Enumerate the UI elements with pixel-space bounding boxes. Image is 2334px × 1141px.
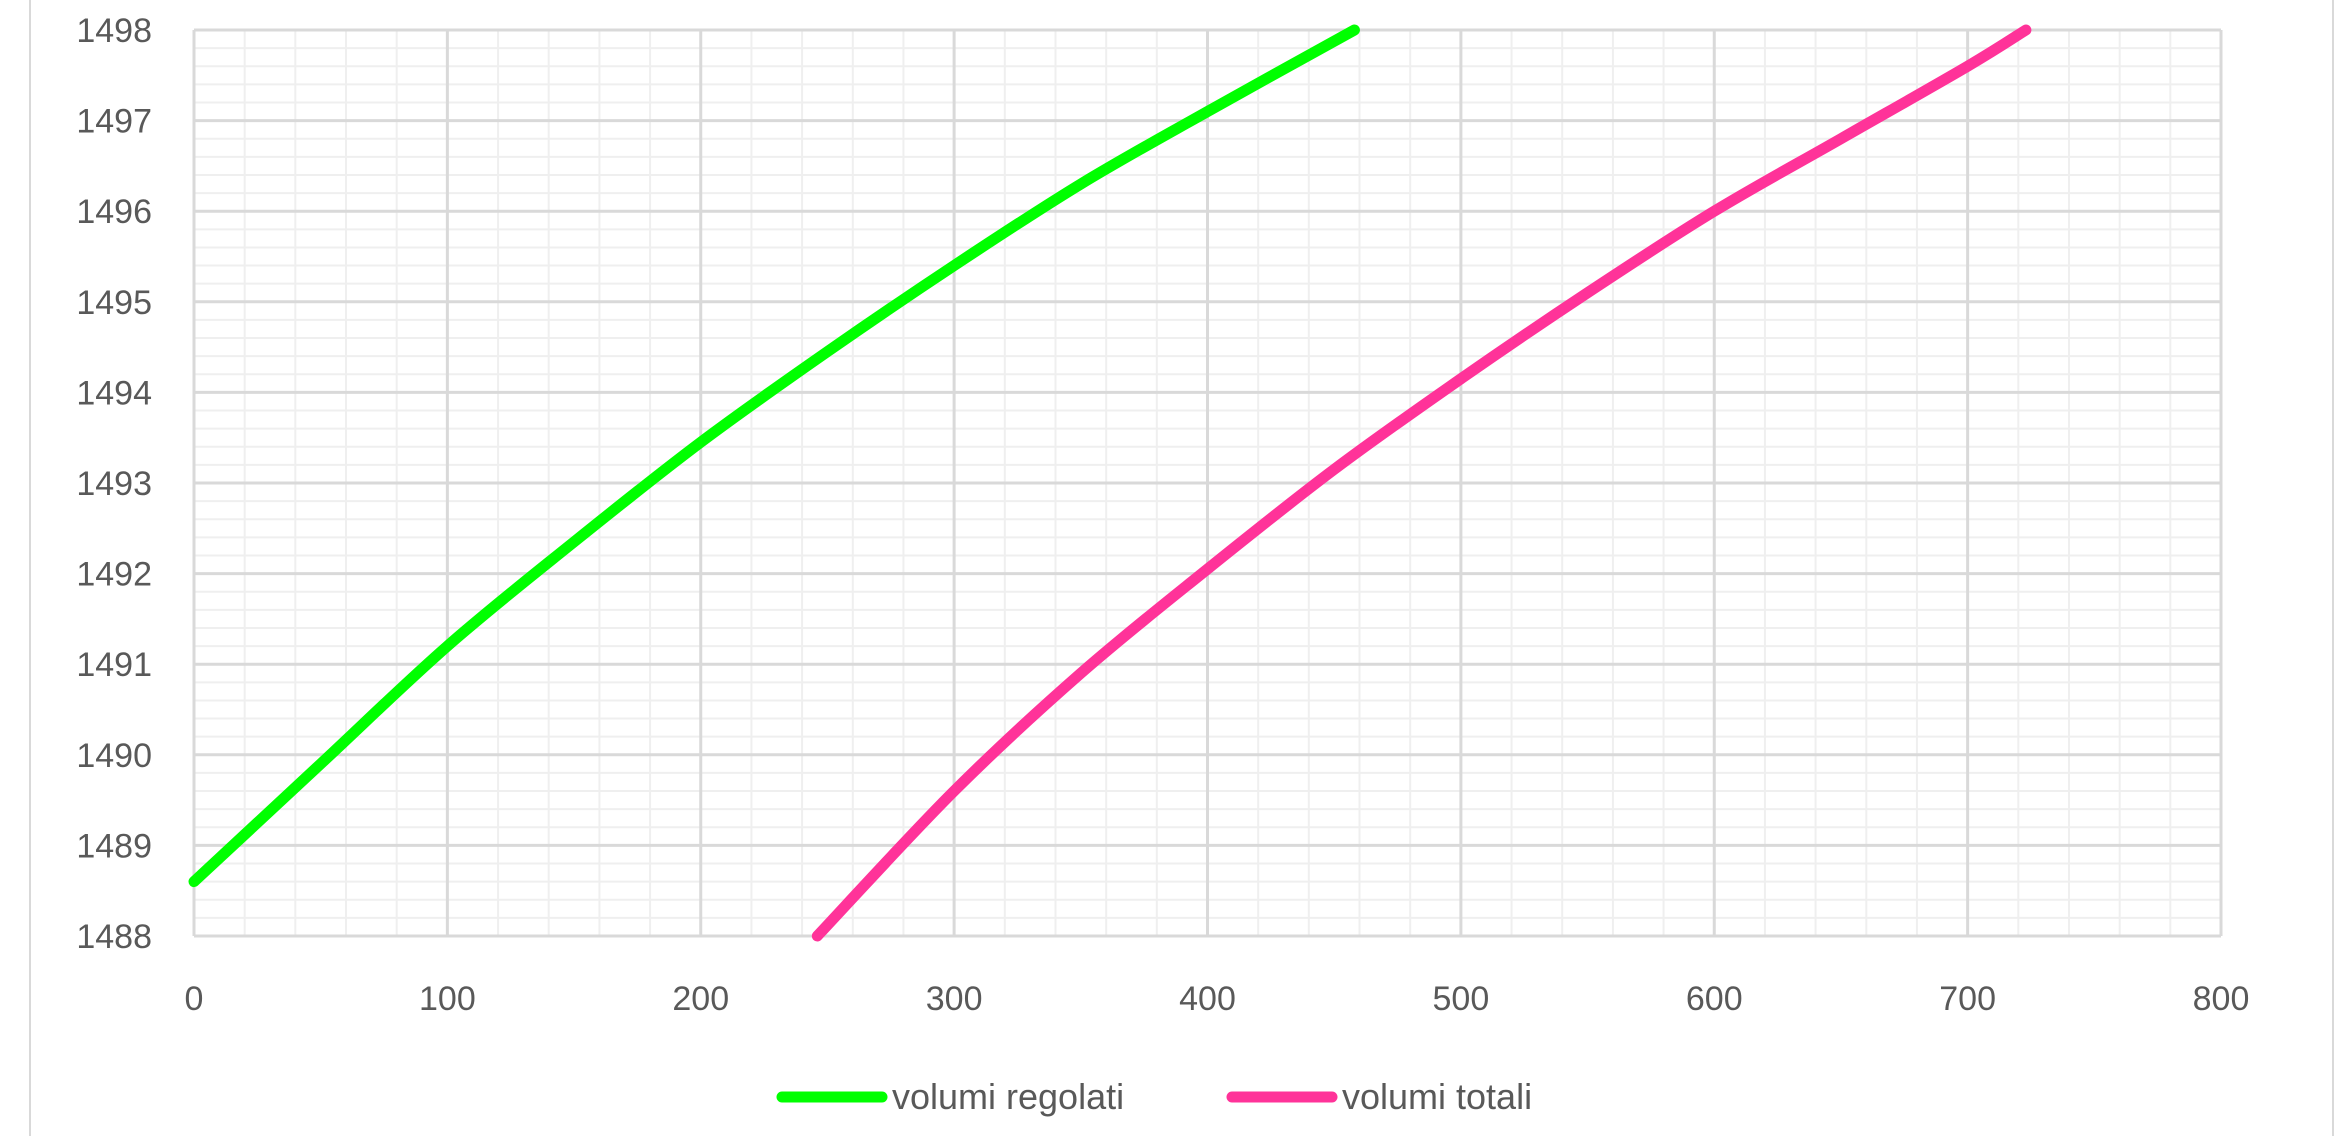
x-tick-label: 200 xyxy=(672,980,729,1018)
x-tick-label: 600 xyxy=(1686,980,1743,1018)
y-tick-label: 1491 xyxy=(76,646,152,684)
chart-area-border xyxy=(29,0,2334,1139)
x-tick-label: 500 xyxy=(1433,980,1490,1018)
x-tick-label: 300 xyxy=(926,980,983,1018)
y-tick-label: 1489 xyxy=(76,827,152,865)
y-tick-label: 1493 xyxy=(76,465,152,503)
x-tick-label: 400 xyxy=(1179,980,1236,1018)
legend-label-1: volumi regolati xyxy=(892,1076,1124,1117)
legend-label-2: volumi totali xyxy=(1342,1076,1532,1117)
y-axis-tick-labels: 1488 1489 1490 1491 1492 1493 1494 1495 1496 1497… xyxy=(76,12,152,956)
y-tick-label: 1490 xyxy=(76,737,152,775)
y-tick-label: 1497 xyxy=(76,103,152,141)
y-tick-label: 1492 xyxy=(76,556,152,594)
x-tick-label: 800 xyxy=(2193,980,2250,1018)
series-line-2 xyxy=(811,24,2032,942)
x-tick-label: 700 xyxy=(1939,980,1996,1018)
y-tick-label: 1488 xyxy=(76,918,152,956)
y-tick-label: 1498 xyxy=(76,12,152,50)
y-tick-label: 1496 xyxy=(76,193,152,231)
legend: volumi regolati volumi totali xyxy=(776,1076,1532,1117)
y-tick-label: 1495 xyxy=(76,284,152,322)
x-axis-tick-labels: 0 100 200 300 400 500 600 700 800 xyxy=(185,980,2250,1018)
series-lines xyxy=(188,24,2032,942)
series-line-1 xyxy=(188,24,1360,888)
y-tick-label: 1494 xyxy=(76,374,152,412)
x-tick-label: 0 xyxy=(185,980,204,1018)
x-tick-label: 100 xyxy=(419,980,476,1018)
